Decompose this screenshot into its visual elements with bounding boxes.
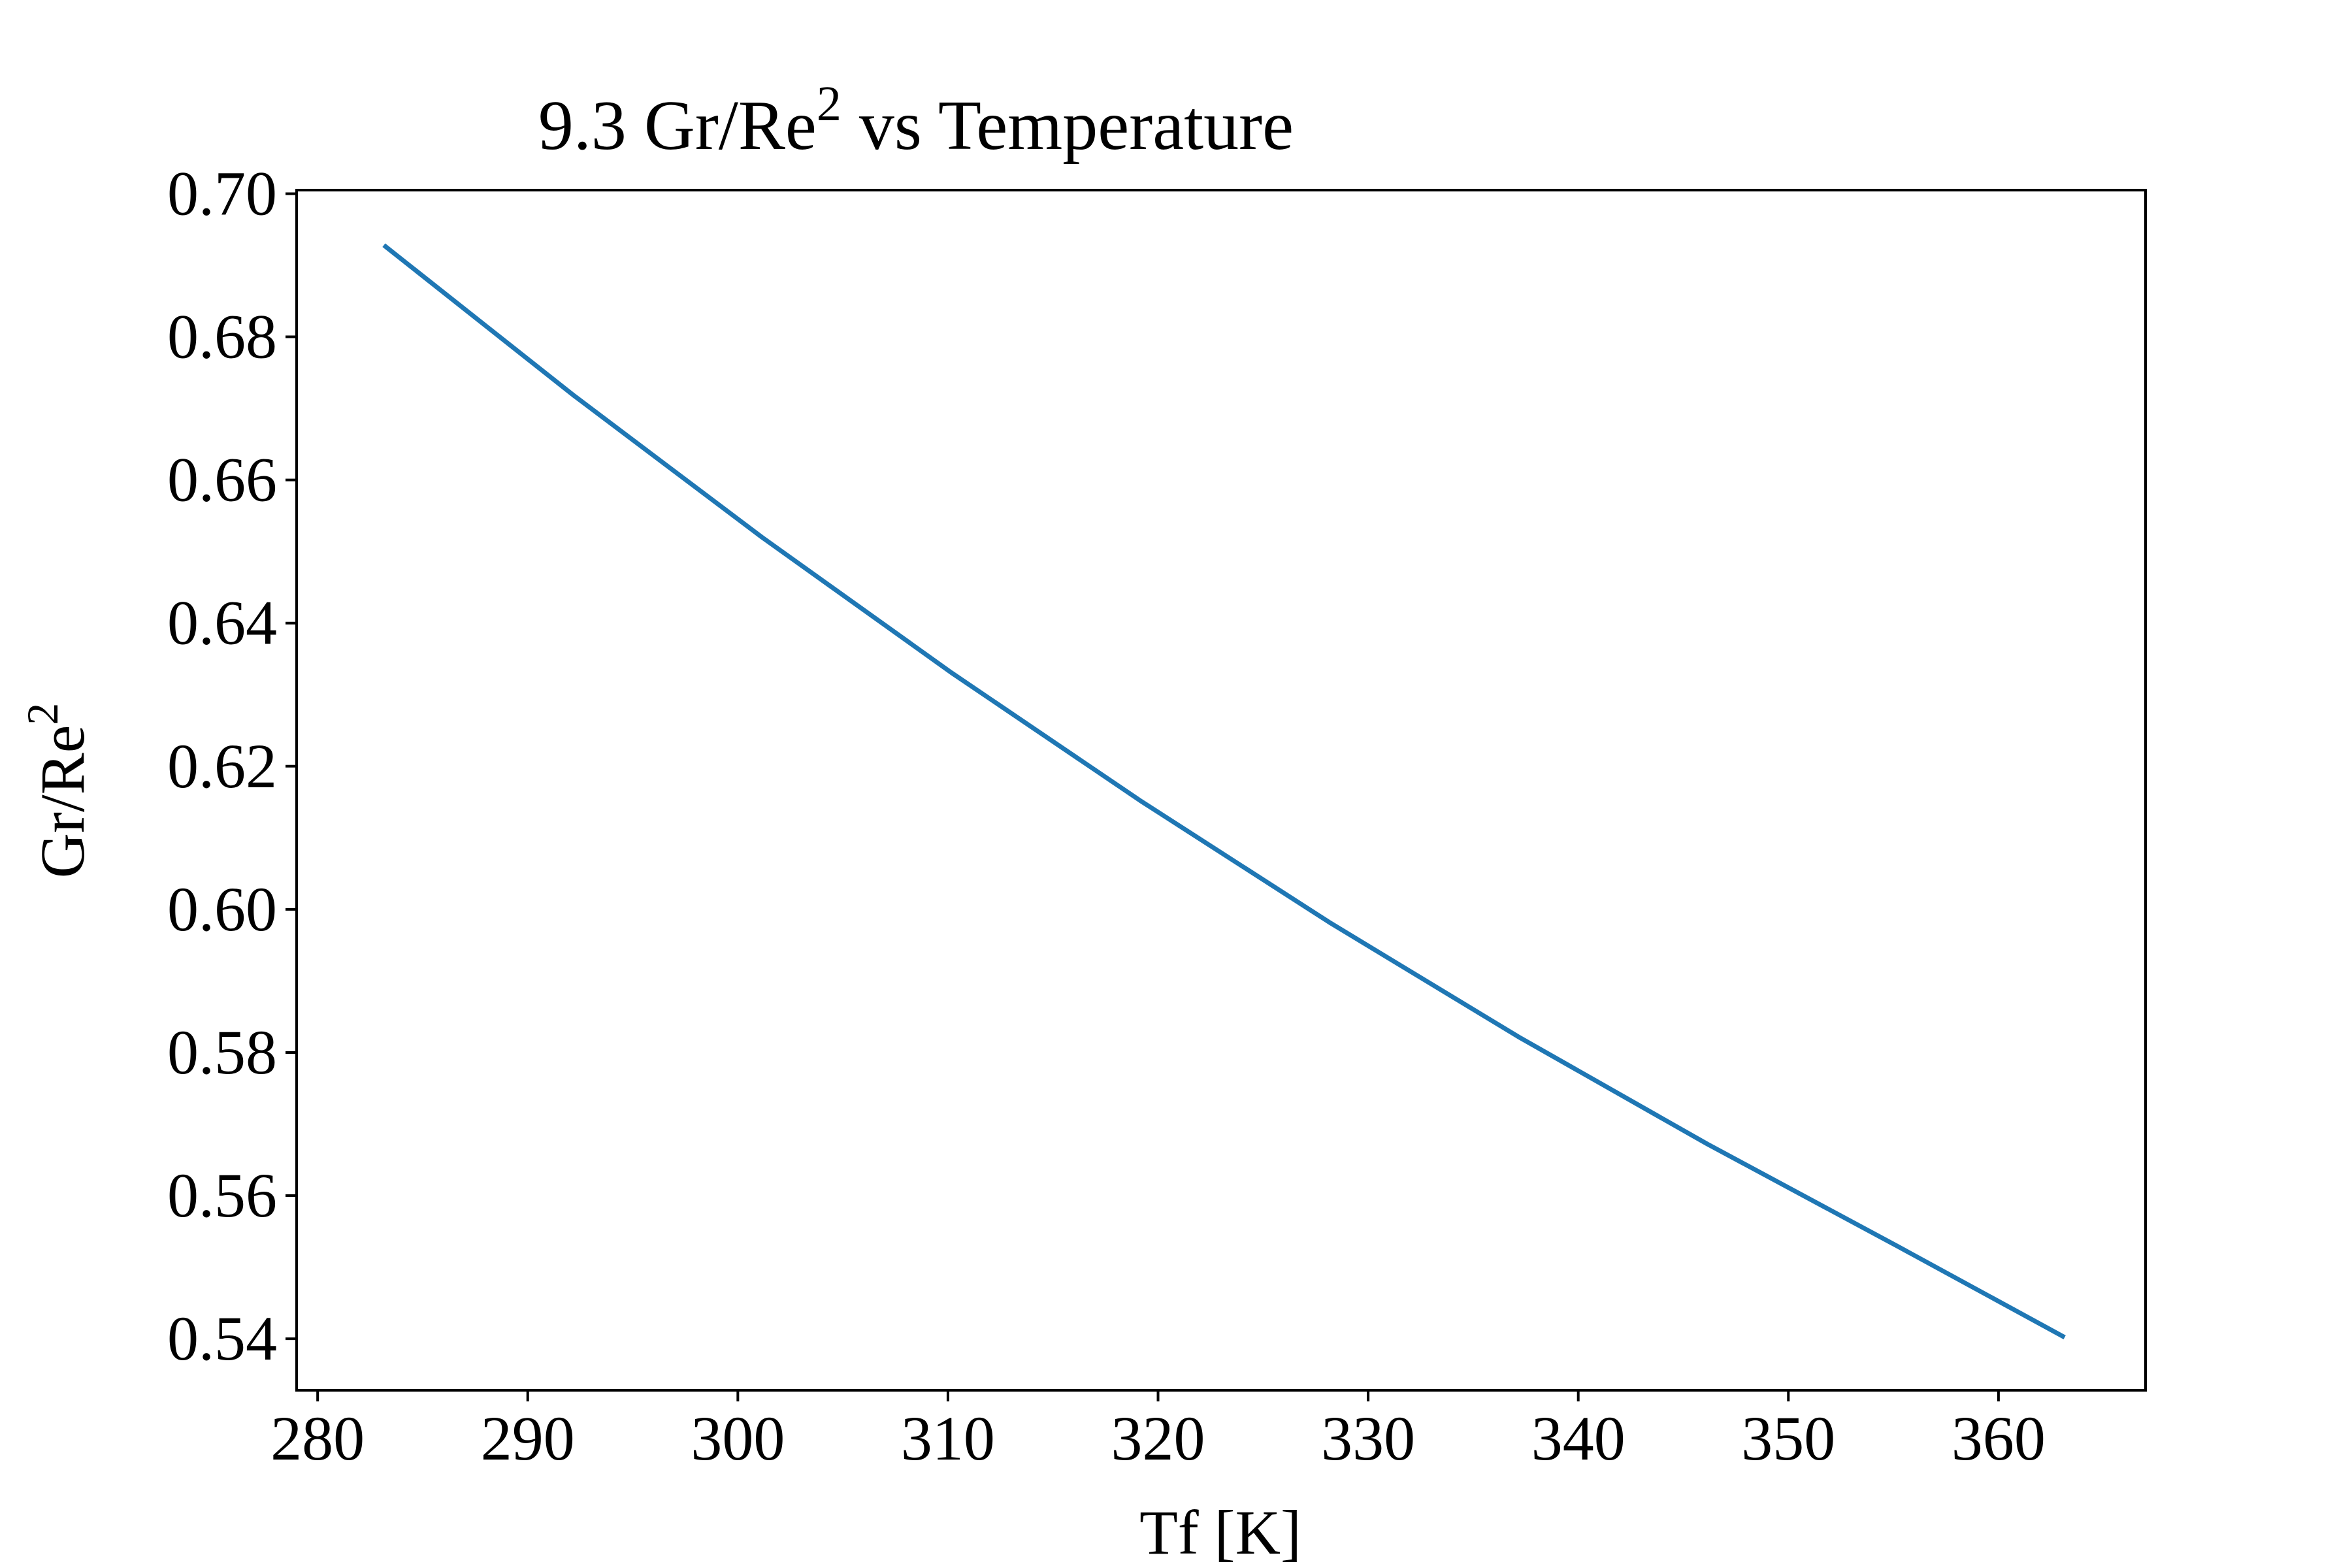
y-tick-label: 0.64 (167, 588, 277, 658)
y-axis: 0.54 0.56 0.58 0.60 0.62 0.64 0.66 0.68 0.70 (167, 158, 297, 1373)
x-axis: 280 290 300 310 320 330 340 350 360 (270, 1390, 2046, 1473)
x-tick-label: 340 (1531, 1403, 1625, 1473)
x-tick-label: 360 (1952, 1403, 2046, 1473)
plot-frame (295, 189, 2147, 1392)
x-tick-label: 290 (481, 1403, 575, 1473)
y-tick-label: 0.66 (167, 445, 277, 515)
series-line (382, 243, 2066, 1339)
x-tick-label: 320 (1111, 1403, 1205, 1473)
x-tick-label: 300 (691, 1403, 785, 1473)
y-tick-label: 0.70 (167, 158, 277, 228)
y-axis-label-main: Gr/Re (27, 725, 97, 879)
y-tick-label: 0.60 (167, 874, 277, 944)
chart-title-main: 9.3 Gr/Re (538, 87, 817, 165)
plot-area (295, 189, 2147, 1392)
x-tick-label: 330 (1321, 1403, 1415, 1473)
y-tick-label: 0.62 (167, 731, 277, 801)
y-tick-label: 0.68 (167, 302, 277, 372)
y-axis-label-superscript: 2 (18, 703, 67, 725)
y-tick-label: 0.58 (167, 1017, 277, 1087)
y-axis-label: Gr/Re2 (18, 703, 97, 879)
y-tick-label: 0.56 (167, 1160, 277, 1230)
chart-title-superscript: 2 (817, 76, 841, 131)
x-tick-label: 280 (270, 1403, 365, 1473)
x-tick-label: 350 (1741, 1403, 1835, 1473)
chart-title: 9.3 Gr/Re2 vs Temperature (538, 76, 1294, 165)
chart-title-rest: vs Temperature (841, 87, 1294, 165)
x-tick-label: 310 (901, 1403, 995, 1473)
x-axis-label: Tf [K] (1139, 1497, 1301, 1567)
y-tick-label: 0.54 (167, 1303, 277, 1373)
